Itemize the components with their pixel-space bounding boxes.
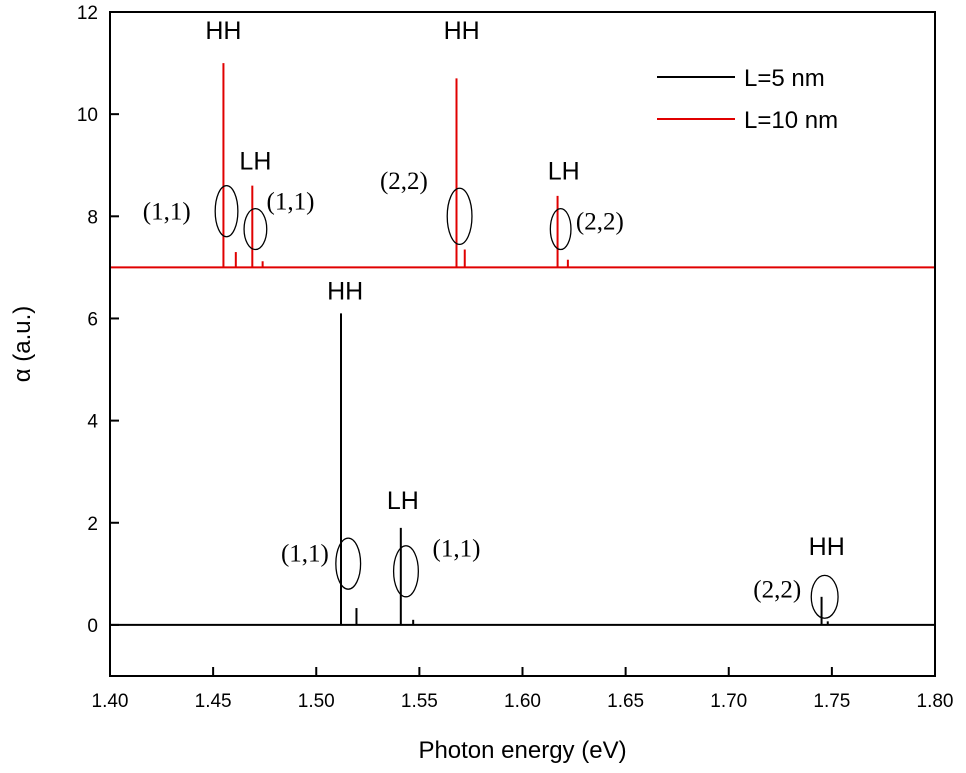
band-label: HH	[205, 17, 241, 45]
transition-label: (2,2)	[753, 576, 801, 603]
y-tick-label: 4	[87, 412, 98, 433]
x-axis-title: Photon energy (eV)	[418, 737, 626, 764]
transition-ellipse	[392, 545, 419, 598]
transition-label: (1,1)	[267, 188, 315, 215]
transition-ellipse	[214, 185, 239, 238]
series-1	[110, 313, 935, 626]
transition-ellipse	[446, 187, 473, 246]
y-tick-label: 8	[87, 207, 98, 228]
transition-ellipse	[549, 207, 572, 251]
legend: L=5 nm L=10 nm	[657, 65, 838, 134]
x-tick-label: 1.40	[92, 691, 129, 712]
y-tick-label: 0	[87, 616, 98, 637]
series-2	[110, 63, 935, 269]
y-tick-label: 10	[77, 105, 98, 126]
legend-entry: L=5 nm	[744, 65, 825, 92]
y-axis-title: α (a.u.)	[9, 306, 36, 383]
y-tick-label: 12	[77, 3, 98, 24]
band-label: LH	[239, 147, 271, 175]
chart-marks: HH LH HH LH HH LH HH (1,1) (1,1) (2,2) (2,2) (1,1) (…	[110, 17, 935, 626]
band-label: HH	[444, 17, 480, 45]
transition-label: (1,1)	[143, 198, 191, 225]
transition-ellipse	[335, 537, 362, 590]
transition-label: (2,2)	[576, 209, 624, 236]
band-label: HH	[809, 533, 845, 561]
x-tick-label: 1.70	[710, 691, 747, 712]
band-label: HH	[327, 278, 363, 306]
transition-label: (2,2)	[380, 168, 428, 195]
y-tick-label: 2	[87, 514, 98, 535]
transition-ellipse	[810, 574, 839, 619]
y-tick-label: 6	[87, 309, 98, 330]
x-tick-label: 1.75	[813, 691, 850, 712]
x-tick-label: 1.50	[298, 691, 335, 712]
x-tick-label: 1.80	[917, 691, 954, 712]
transition-label: (1,1)	[281, 541, 329, 568]
transition-ellipse	[243, 207, 268, 251]
transition-label: (1,1)	[433, 536, 481, 563]
axes: 1.40 1.45 1.50 1.55 1.60 1.65 1.70 1.75 1.80 0 2 4 6…	[77, 3, 954, 712]
band-label: LH	[548, 158, 580, 186]
x-tick-label: 1.45	[195, 691, 232, 712]
x-tick-label: 1.55	[401, 691, 438, 712]
x-tick-label: 1.60	[504, 691, 541, 712]
band-label: LH	[387, 487, 419, 515]
x-tick-label: 1.65	[607, 691, 644, 712]
legend-entry: L=10 nm	[744, 107, 838, 134]
